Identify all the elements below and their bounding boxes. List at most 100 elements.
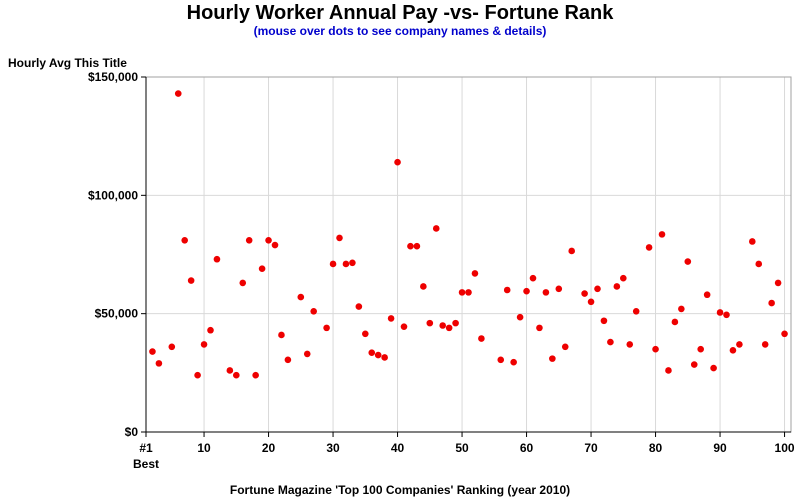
data-point[interactable] [452, 319, 459, 327]
data-point[interactable] [387, 315, 395, 322]
data-point[interactable] [594, 285, 601, 293]
data-point[interactable] [265, 237, 272, 244]
tick-labels: $0 $50,000 $100,000 $150,000 #1 Best 10 20 30 40 5… [88, 70, 795, 471]
data-point[interactable] [632, 308, 640, 315]
data-point[interactable] [329, 260, 337, 268]
data-point[interactable] [207, 326, 214, 334]
data-point[interactable] [587, 298, 595, 306]
data-point[interactable] [368, 349, 376, 357]
data-point[interactable] [710, 364, 717, 372]
data-point[interactable] [703, 291, 711, 299]
data-point[interactable] [716, 309, 724, 316]
data-point[interactable] [181, 237, 188, 244]
data-point[interactable] [355, 303, 363, 310]
data-point[interactable] [445, 324, 453, 332]
data-point[interactable] [516, 313, 524, 321]
data-point[interactable] [471, 270, 479, 277]
data-point[interactable] [729, 347, 737, 354]
data-point[interactable] [149, 348, 156, 355]
data-point[interactable] [542, 289, 550, 296]
data-point[interactable] [226, 367, 234, 374]
data-point[interactable] [271, 241, 279, 249]
data-point[interactable] [407, 242, 414, 250]
data-point[interactable] [768, 299, 775, 307]
data-point[interactable] [426, 319, 434, 327]
x-axis-label: Fortune Magazine 'Top 100 Companies' Ran… [230, 483, 570, 497]
data-point[interactable] [723, 311, 730, 319]
data-point[interactable] [465, 289, 472, 296]
data-point[interactable] [665, 367, 672, 374]
data-point[interactable] [626, 341, 634, 348]
data-point[interactable] [510, 358, 517, 366]
data-point[interactable] [323, 324, 330, 332]
data-point[interactable] [761, 341, 769, 348]
data-point[interactable] [755, 260, 763, 268]
data-point[interactable] [652, 345, 659, 353]
data-point[interactable] [245, 237, 253, 244]
data-point[interactable] [549, 355, 556, 362]
data-point[interactable] [678, 305, 685, 313]
data-point[interactable] [413, 242, 421, 250]
data-point[interactable] [478, 335, 485, 342]
data-point[interactable] [394, 158, 401, 166]
data-point[interactable] [690, 361, 698, 368]
data-point[interactable] [187, 277, 195, 284]
data-point[interactable] [258, 265, 266, 273]
data-point[interactable] [374, 351, 382, 359]
data-point[interactable] [684, 258, 692, 265]
data-point[interactable] [439, 322, 447, 329]
data-point[interactable] [536, 324, 543, 332]
data-point[interactable] [155, 360, 163, 367]
data-point[interactable] [432, 225, 440, 232]
data-point[interactable] [497, 356, 505, 364]
data-point[interactable] [749, 238, 756, 245]
data-point[interactable] [613, 283, 621, 290]
data-point[interactable] [303, 350, 311, 358]
data-point[interactable] [781, 330, 788, 338]
data-point[interactable] [168, 343, 176, 351]
data-point[interactable] [278, 331, 285, 339]
chart-subtitle: (mouse over dots to see company names & … [254, 24, 547, 38]
data-point[interactable] [555, 285, 563, 293]
data-point[interactable] [194, 371, 201, 379]
data-point[interactable] [239, 279, 247, 287]
data-point[interactable] [561, 343, 569, 351]
data-point[interactable] [529, 274, 537, 282]
data-point[interactable] [349, 259, 356, 267]
data-point[interactable] [174, 90, 182, 97]
data-point[interactable] [600, 317, 608, 325]
data-point[interactable] [336, 234, 343, 242]
data-point[interactable] [736, 341, 743, 348]
data-point[interactable] [200, 341, 208, 348]
data-point[interactable] [381, 354, 388, 361]
gridlines [146, 76, 791, 432]
x-tick-label: 100 [775, 441, 795, 455]
data-point[interactable] [252, 371, 259, 379]
data-point[interactable] [233, 371, 240, 379]
x-tick-sublabel: Best [133, 457, 159, 471]
y-tick-label: $150,000 [88, 70, 138, 84]
x-tick-label: 70 [584, 441, 598, 455]
data-point[interactable] [420, 283, 427, 290]
data-point[interactable] [284, 356, 292, 364]
data-point[interactable] [523, 287, 530, 295]
data-point[interactable] [645, 244, 653, 251]
data-point[interactable] [671, 318, 679, 326]
data-point[interactable] [658, 231, 666, 238]
data-point[interactable] [342, 260, 350, 268]
data-point[interactable] [362, 330, 369, 338]
data-point[interactable] [503, 286, 511, 294]
data-point[interactable] [581, 290, 588, 297]
data-point[interactable] [620, 274, 627, 282]
data-point[interactable] [310, 308, 318, 315]
data-point[interactable] [213, 255, 221, 263]
data-point[interactable] [774, 279, 782, 287]
data-point[interactable] [297, 293, 305, 301]
x-tick-label: 40 [391, 441, 405, 455]
data-point[interactable] [568, 247, 575, 255]
data-point[interactable] [607, 338, 614, 346]
data-point[interactable] [697, 345, 704, 353]
data-point[interactable] [400, 323, 408, 330]
data-point[interactable] [458, 289, 466, 296]
